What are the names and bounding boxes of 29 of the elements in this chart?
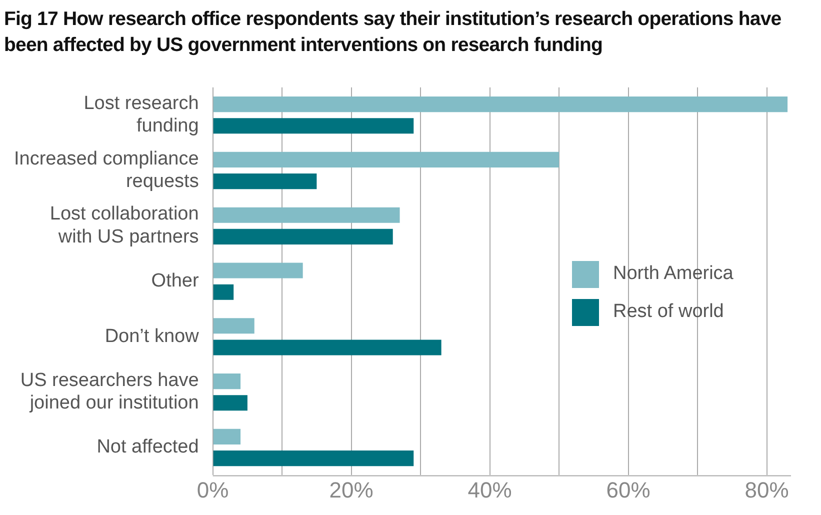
legend-label: Rest of world (613, 301, 724, 323)
x-tick-label: 80% (744, 477, 789, 502)
y-tick-label: Lost research funding (84, 92, 199, 137)
x-tick-label: 0% (196, 477, 229, 502)
bar (213, 228, 393, 244)
y-tick-label: Lost collaboration with US partners (50, 204, 199, 248)
bar (213, 450, 414, 466)
y-tick-label: Don’t know (104, 326, 200, 347)
chart-title: Fig 17 How research office respondents say their institution’s research operations have been affected by US government interventions on research funding (4, 7, 782, 58)
bar (213, 118, 414, 134)
x-tick-label: 40% (468, 477, 512, 502)
bar (213, 374, 241, 390)
bar (213, 96, 788, 112)
legend-label: North America (613, 263, 734, 285)
bar (213, 428, 241, 444)
bar (213, 318, 254, 334)
bar (213, 174, 317, 190)
bar (213, 284, 234, 300)
bar (213, 207, 400, 223)
y-tick-label: Increased compliance requests (14, 148, 199, 192)
x-tick-label: 20% (329, 477, 374, 502)
bar (213, 152, 560, 168)
bar (213, 262, 303, 278)
y-tick-label: Other (151, 270, 200, 292)
y-tick-label: Not affected (96, 436, 199, 458)
bar (213, 395, 248, 411)
y-tick-label: US researchers have joined our institution (20, 370, 199, 414)
bar (213, 340, 442, 356)
x-tick-label: 60% (606, 477, 650, 502)
